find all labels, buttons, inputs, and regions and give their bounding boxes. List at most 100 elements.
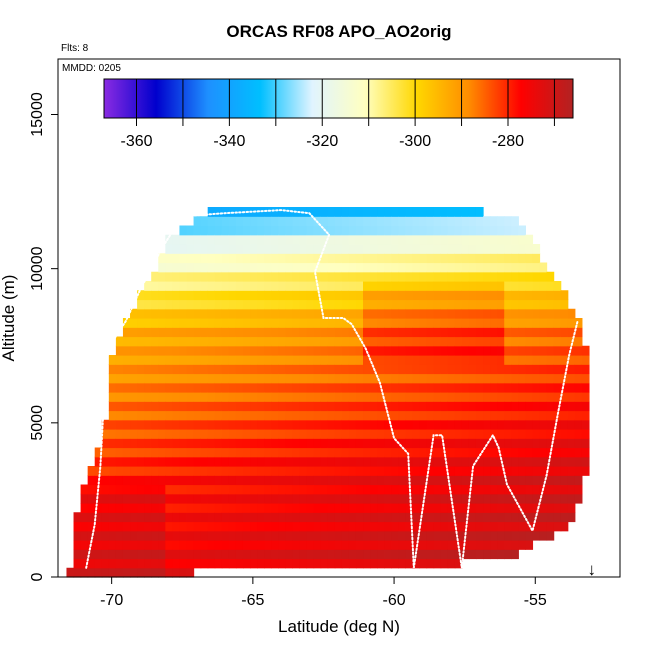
heat-cell	[334, 429, 343, 439]
heat-cell	[73, 530, 82, 541]
heat-cell	[235, 271, 244, 282]
heat-cell	[228, 345, 237, 356]
heat-cell	[271, 410, 279, 421]
heat-cell	[108, 521, 117, 532]
heat-cell	[151, 540, 159, 550]
heat-cell	[228, 244, 237, 254]
heat-cell	[257, 484, 265, 495]
heat-cell	[87, 466, 96, 476]
heat-cell	[242, 327, 251, 338]
heat-cell	[370, 271, 378, 282]
heat-cell	[518, 271, 526, 282]
heat-cell	[320, 447, 329, 458]
heat-cell	[412, 355, 421, 365]
heat-cell	[87, 512, 96, 523]
heat-cell	[179, 549, 188, 560]
heat-cell	[574, 447, 583, 458]
heat-cell	[306, 364, 315, 375]
heat-cell	[207, 290, 216, 301]
heat-cell	[391, 364, 399, 375]
heat-cell	[278, 290, 286, 301]
heat-cell	[341, 207, 350, 217]
heat-cell	[405, 429, 414, 439]
heat-cell	[144, 299, 152, 310]
heat-cell	[497, 271, 505, 282]
heat-cell	[73, 521, 82, 532]
heat-cell	[412, 308, 421, 319]
heat-cell	[158, 530, 166, 541]
heat-cell	[193, 530, 202, 541]
heat-cell	[546, 345, 555, 356]
heat-cell	[144, 429, 152, 439]
heat-cell	[264, 429, 272, 439]
heat-cell	[320, 419, 329, 430]
heat-cell	[370, 540, 378, 550]
heat-cell	[242, 521, 251, 532]
heat-cell	[299, 429, 308, 439]
heat-cell	[320, 392, 329, 402]
heat-cell	[370, 290, 378, 301]
heat-cell	[567, 355, 576, 365]
heat-cell	[235, 503, 244, 513]
heat-cell	[490, 410, 498, 421]
heat-cell	[179, 318, 188, 328]
heat-cell	[179, 429, 188, 439]
heat-cell	[398, 336, 406, 347]
heat-cell	[207, 244, 216, 254]
heat-cell	[539, 382, 548, 393]
heat-cell	[299, 262, 308, 273]
heat-cell	[264, 392, 272, 402]
heat-cell	[504, 364, 512, 375]
heat-cell	[377, 447, 385, 458]
heat-cell	[370, 225, 378, 236]
heat-cell	[497, 521, 505, 532]
heat-cell	[144, 336, 152, 347]
heat-cell	[200, 558, 209, 569]
heat-cell	[214, 484, 223, 495]
heat-cell	[327, 281, 336, 291]
heat-cell	[242, 512, 251, 523]
heat-cell	[228, 503, 237, 513]
heat-cell	[144, 484, 152, 495]
heat-cell	[532, 530, 541, 541]
heat-cell	[158, 558, 166, 569]
heat-cell	[207, 530, 216, 541]
heat-cell	[525, 540, 534, 550]
heat-cell	[355, 364, 364, 375]
heat-cell	[108, 355, 117, 365]
heat-cell	[560, 308, 569, 319]
heat-cell	[271, 281, 279, 291]
heat-cell	[370, 438, 378, 449]
heat-cell	[242, 540, 251, 550]
heat-cell	[250, 456, 258, 467]
heat-cell	[447, 327, 456, 338]
heat-cell	[490, 327, 498, 338]
heat-cell	[483, 345, 491, 356]
heat-cell	[214, 382, 223, 393]
heat-cell	[115, 466, 124, 476]
heat-cell	[285, 355, 293, 365]
heat-cell	[553, 475, 562, 486]
heat-cell	[207, 493, 216, 504]
heat-cell	[391, 336, 399, 347]
heat-cell	[546, 401, 555, 412]
heat-cell	[518, 364, 526, 375]
heat-cell	[165, 308, 173, 319]
heat-cell	[221, 207, 230, 217]
heat-cell	[306, 503, 315, 513]
heat-cell	[490, 401, 498, 412]
heat-cell	[334, 493, 343, 504]
heat-cell	[250, 345, 258, 356]
heat-cell	[483, 234, 491, 245]
heat-cell	[228, 355, 237, 365]
heat-cell	[172, 327, 181, 338]
heat-cell	[186, 503, 195, 513]
heat-cell	[257, 308, 265, 319]
heat-cell	[299, 216, 308, 227]
heat-cell	[214, 290, 223, 301]
heat-cell	[461, 429, 470, 439]
heat-cell	[327, 429, 336, 439]
heat-cell	[518, 262, 526, 273]
heat-cell	[137, 521, 145, 532]
heat-cell	[370, 475, 378, 486]
